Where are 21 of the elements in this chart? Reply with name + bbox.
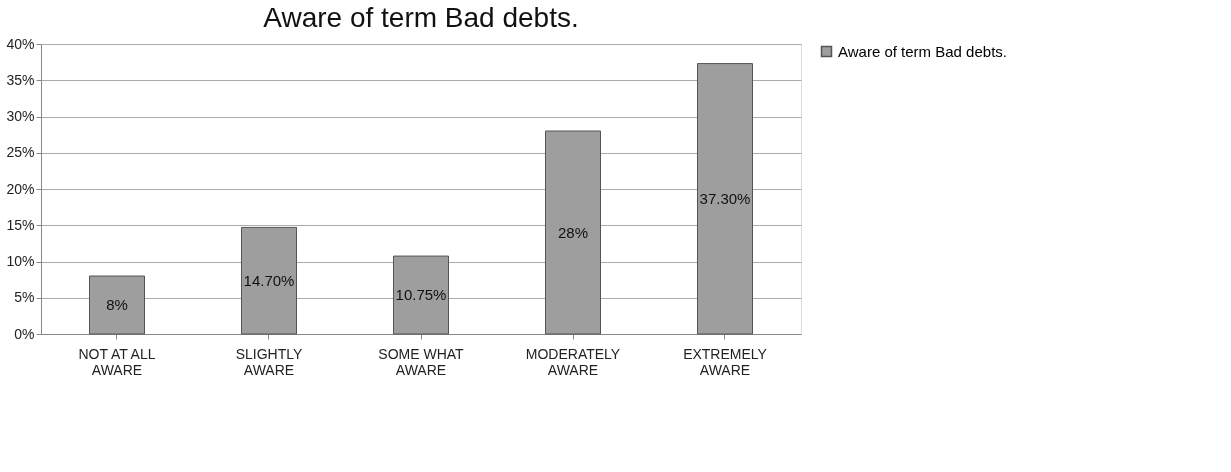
y-tick-label: 0%	[14, 325, 35, 342]
x-tick-label: SLIGHTLY AWARE	[235, 345, 303, 378]
data-label: 37.30%	[699, 189, 751, 207]
data-label: 28%	[557, 223, 589, 241]
chart-title: Aware of term Bad debts.	[263, 2, 579, 33]
y-tick-label: 20%	[6, 180, 35, 197]
y-tick-label: 15%	[6, 216, 35, 233]
x-tick-label: SOME WHAT AWARE	[378, 345, 465, 378]
y-tick-label: 35%	[6, 71, 35, 88]
x-tick-label: EXTREMELY AWARE	[683, 345, 768, 378]
data-label: 8%	[106, 296, 128, 313]
x-tick-label: MODERATELY AWARE	[525, 345, 621, 378]
y-tick-label: 5%	[14, 289, 35, 306]
data-label: 14.70%	[243, 271, 295, 289]
data-label: 10.75%	[395, 286, 447, 304]
y-tick-label: 10%	[6, 253, 35, 269]
y-tick-label: 40%	[6, 35, 35, 52]
y-tick-label: 25%	[6, 144, 35, 161]
x-tick-label: NOT AT ALL AWARE	[78, 345, 156, 378]
y-tick-label: 30%	[6, 108, 35, 124]
legend-label: Aware of term Bad debts.	[838, 42, 1007, 60]
